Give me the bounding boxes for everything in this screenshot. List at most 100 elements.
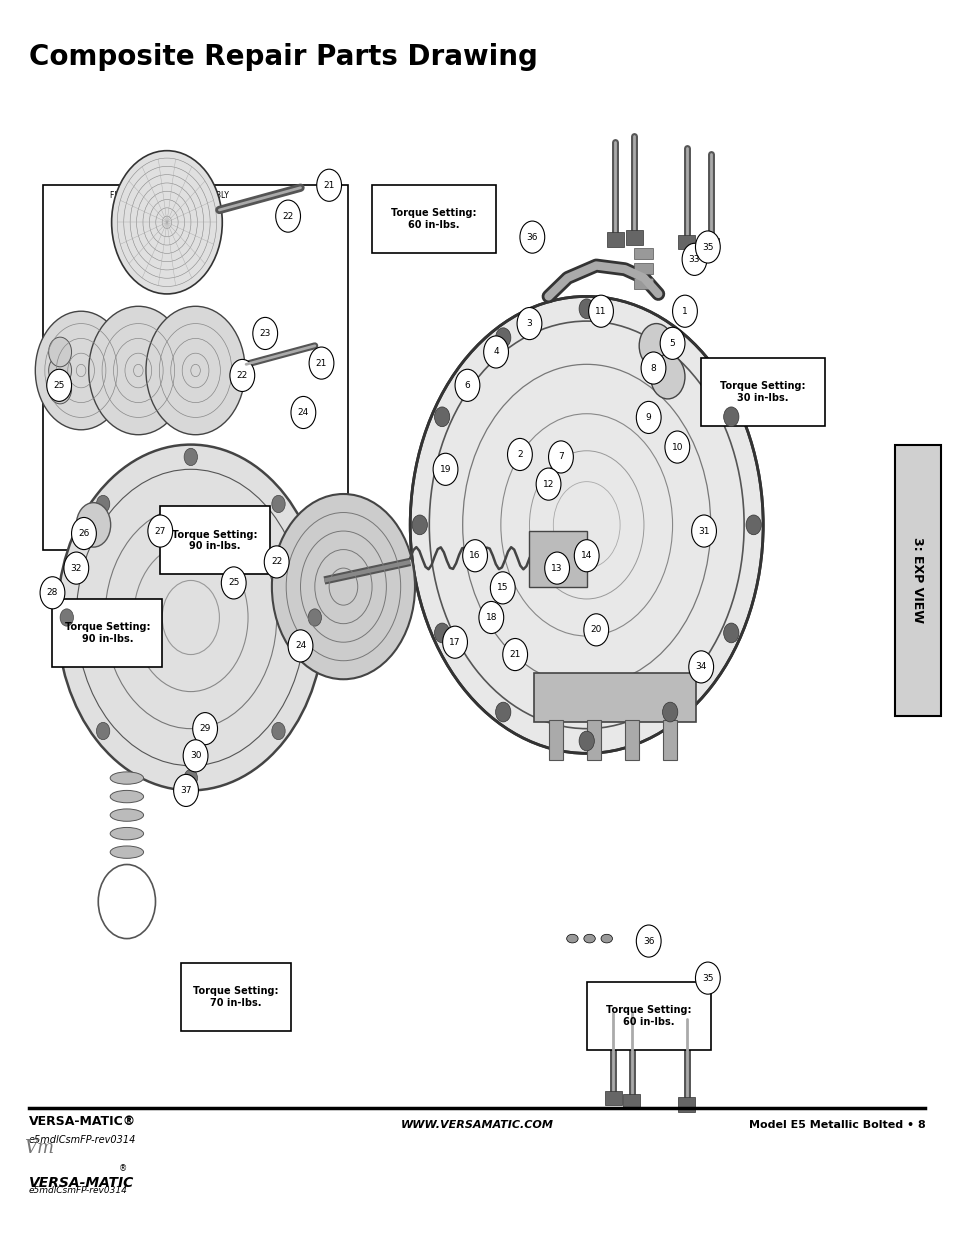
Circle shape bbox=[455, 369, 479, 401]
Circle shape bbox=[640, 352, 665, 384]
Circle shape bbox=[71, 517, 96, 550]
Text: PTFE 2-PIECE DIAPHRAGM ASSEMBLY: PTFE 2-PIECE DIAPHRAGM ASSEMBLY bbox=[81, 347, 221, 356]
Circle shape bbox=[57, 445, 324, 790]
Circle shape bbox=[636, 925, 660, 957]
Bar bbox=[701, 238, 719, 253]
Circle shape bbox=[639, 324, 673, 368]
Circle shape bbox=[96, 722, 110, 740]
Circle shape bbox=[49, 374, 71, 404]
Text: 14: 14 bbox=[580, 551, 592, 561]
Bar bbox=[372, 185, 496, 253]
Text: 15: 15 bbox=[497, 583, 508, 593]
Bar bbox=[662, 720, 677, 760]
Bar bbox=[160, 506, 270, 574]
Text: 24: 24 bbox=[294, 641, 306, 651]
Circle shape bbox=[723, 624, 739, 643]
Text: VERSA-MATIC: VERSA-MATIC bbox=[29, 1176, 133, 1189]
Circle shape bbox=[478, 601, 503, 634]
Text: 27: 27 bbox=[154, 526, 166, 536]
Text: 29: 29 bbox=[199, 724, 211, 734]
Bar bbox=[634, 263, 653, 274]
Text: 1: 1 bbox=[681, 306, 687, 316]
Circle shape bbox=[688, 651, 713, 683]
Circle shape bbox=[636, 401, 660, 433]
Circle shape bbox=[462, 540, 487, 572]
Text: 2: 2 bbox=[517, 450, 522, 459]
Circle shape bbox=[544, 552, 569, 584]
Circle shape bbox=[316, 169, 341, 201]
Text: Torque Setting:
90 in-lbs.: Torque Setting: 90 in-lbs. bbox=[172, 530, 257, 551]
Text: 9: 9 bbox=[645, 412, 651, 422]
Circle shape bbox=[49, 337, 71, 367]
Text: 11: 11 bbox=[595, 306, 606, 316]
Circle shape bbox=[496, 327, 511, 347]
Circle shape bbox=[507, 438, 532, 471]
Text: 18: 18 bbox=[485, 613, 497, 622]
Text: 36: 36 bbox=[526, 232, 537, 242]
Circle shape bbox=[49, 356, 71, 385]
Ellipse shape bbox=[111, 772, 143, 784]
Text: 3: 3 bbox=[526, 319, 532, 329]
Ellipse shape bbox=[111, 790, 143, 803]
Circle shape bbox=[272, 722, 285, 740]
Text: 25: 25 bbox=[228, 578, 239, 588]
Circle shape bbox=[588, 295, 613, 327]
Text: Model E5 Metallic Bolted • 8: Model E5 Metallic Bolted • 8 bbox=[748, 1120, 924, 1130]
Bar bbox=[604, 1091, 621, 1105]
Bar bbox=[548, 720, 562, 760]
Circle shape bbox=[272, 495, 285, 513]
Circle shape bbox=[434, 408, 449, 427]
Bar bbox=[634, 278, 653, 289]
Text: e5mdlCsmFP-rev0314: e5mdlCsmFP-rev0314 bbox=[29, 1135, 136, 1145]
Circle shape bbox=[264, 546, 289, 578]
Circle shape bbox=[35, 311, 127, 430]
Circle shape bbox=[183, 740, 208, 772]
Bar bbox=[625, 230, 642, 245]
Ellipse shape bbox=[600, 935, 612, 944]
Bar bbox=[624, 720, 639, 760]
Text: 21: 21 bbox=[315, 358, 327, 368]
Circle shape bbox=[47, 369, 71, 401]
Text: 10: 10 bbox=[671, 442, 682, 452]
Circle shape bbox=[723, 408, 739, 427]
Circle shape bbox=[433, 453, 457, 485]
Bar bbox=[622, 1094, 639, 1109]
Circle shape bbox=[173, 774, 198, 806]
Bar bbox=[894, 445, 940, 716]
Bar bbox=[529, 531, 586, 587]
Text: 20: 20 bbox=[590, 625, 601, 635]
Circle shape bbox=[253, 317, 277, 350]
Text: 30: 30 bbox=[190, 751, 201, 761]
Text: 19: 19 bbox=[439, 464, 451, 474]
Text: 22: 22 bbox=[271, 557, 282, 567]
Circle shape bbox=[40, 577, 65, 609]
Text: 3: EXP VIEW: 3: EXP VIEW bbox=[910, 537, 923, 624]
Circle shape bbox=[309, 347, 334, 379]
Circle shape bbox=[60, 609, 73, 626]
Text: 36: 36 bbox=[642, 936, 654, 946]
Text: 17: 17 bbox=[449, 637, 460, 647]
Text: 32: 32 bbox=[71, 563, 82, 573]
Bar bbox=[181, 963, 291, 1031]
Text: 7: 7 bbox=[558, 452, 563, 462]
Circle shape bbox=[672, 295, 697, 327]
Text: 31: 31 bbox=[698, 526, 709, 536]
Circle shape bbox=[483, 336, 508, 368]
Text: Torque Setting:
30 in-lbs.: Torque Setting: 30 in-lbs. bbox=[720, 382, 805, 403]
Bar bbox=[606, 232, 623, 247]
Text: FUSION DIAPHRAGM ASSEMBLY: FUSION DIAPHRAGM ASSEMBLY bbox=[110, 191, 229, 200]
Circle shape bbox=[184, 769, 197, 787]
Text: WWW.VERSAMATIC.COM: WWW.VERSAMATIC.COM bbox=[400, 1120, 553, 1130]
Circle shape bbox=[434, 624, 449, 643]
Text: 24: 24 bbox=[297, 408, 309, 417]
Text: 21: 21 bbox=[323, 180, 335, 190]
Circle shape bbox=[193, 713, 217, 745]
Circle shape bbox=[745, 515, 760, 535]
Circle shape bbox=[578, 731, 594, 751]
Text: 12: 12 bbox=[542, 479, 554, 489]
Circle shape bbox=[650, 354, 684, 399]
Circle shape bbox=[412, 515, 427, 535]
Ellipse shape bbox=[111, 809, 143, 821]
Text: 33: 33 bbox=[688, 254, 700, 264]
Bar bbox=[700, 358, 824, 426]
